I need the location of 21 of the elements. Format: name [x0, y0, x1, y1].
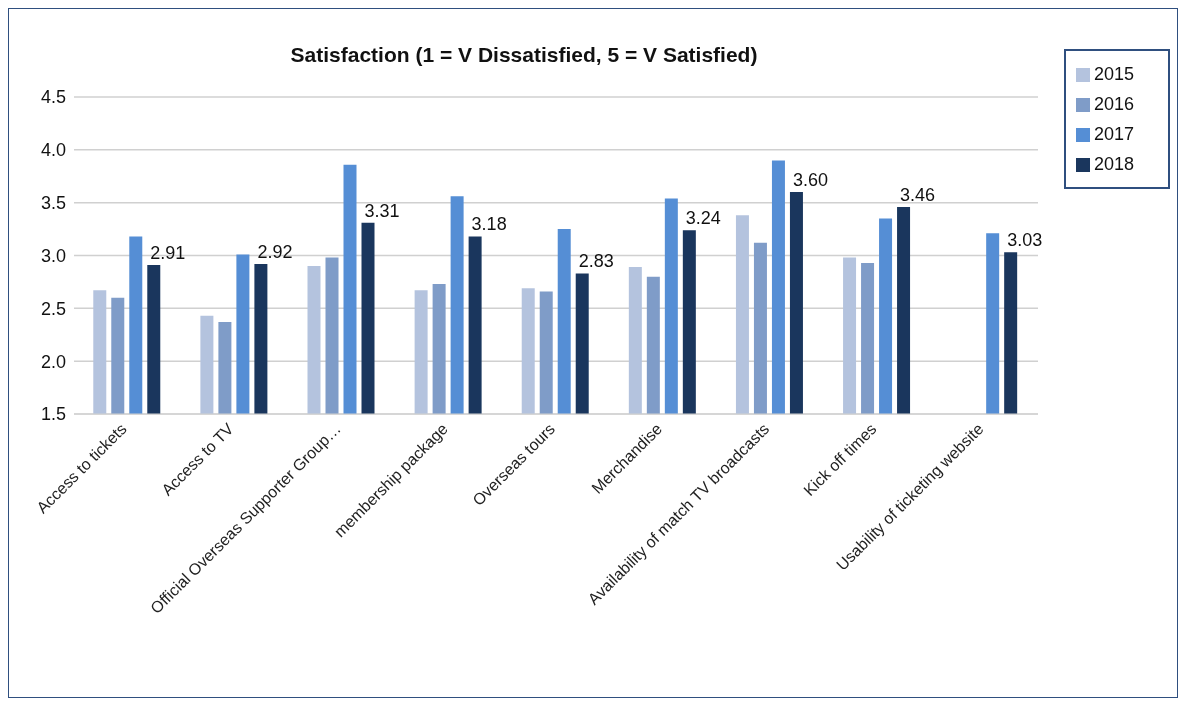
legend-label: 2015	[1094, 64, 1135, 84]
y-tick-label: 4.5	[40, 87, 66, 108]
legend-label: 2017	[1094, 124, 1135, 144]
y-tick-label: 4.0	[40, 140, 66, 161]
data-label: 3.46	[900, 184, 936, 205]
legend-label: 2018	[1094, 154, 1135, 174]
y-tick-label: 3.0	[40, 245, 66, 266]
y-tick-label: 2.0	[40, 351, 66, 372]
data-label: 3.03	[1007, 230, 1043, 251]
data-label: 2.91	[150, 243, 186, 264]
data-label: 2.92	[257, 241, 293, 262]
data-label: 3.24	[685, 208, 721, 229]
chart-title: Satisfaction (1 = V Dissatisfied, 5 = V Satisfied)	[289, 43, 759, 67]
data-label: 3.60	[792, 170, 828, 191]
data-label: 3.31	[364, 200, 400, 221]
y-tick-label: 3.5	[40, 193, 66, 214]
data-label: 2.83	[578, 251, 614, 272]
y-tick-label: 1.5	[40, 404, 66, 425]
legend-label: 2016	[1094, 94, 1135, 114]
data-label: 3.18	[471, 214, 507, 235]
y-tick-label: 2.5	[40, 298, 66, 319]
